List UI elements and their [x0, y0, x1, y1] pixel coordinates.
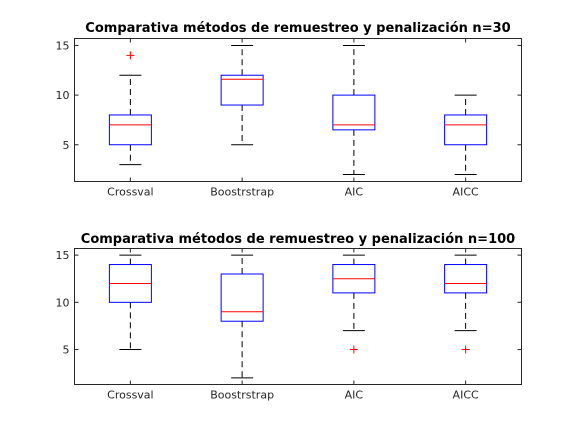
x-tick-label: AIC [345, 389, 364, 402]
y-tick-label: 15 [56, 39, 70, 52]
box-iqr [444, 114, 488, 146]
box-iqr [220, 74, 264, 106]
x-tick-label: Boostrstrap [210, 186, 274, 199]
box-iqr [332, 94, 376, 131]
x-tick-label: Boostrstrap [210, 389, 274, 402]
y-tick-label: 10 [56, 296, 70, 309]
outlier-marker [126, 51, 135, 60]
chart-title: Comparativa métodos de remuestreo y pena… [81, 232, 515, 247]
chart-panel-n100: Comparativa métodos de remuestreo y pena… [56, 232, 522, 402]
x-tick-label: AICC [453, 186, 479, 199]
y-tick-label: 5 [63, 139, 70, 152]
outlier-marker [349, 345, 358, 354]
chart-panel-n30: Comparativa métodos de remuestreo y pena… [56, 21, 522, 199]
box-iqr [444, 264, 488, 294]
x-tick-label: Crossval [107, 186, 153, 199]
plot-area: 5 10 15 Crossval Boostrstrap AIC AICC [56, 248, 522, 402]
axes-frame [74, 38, 522, 182]
plot-area: 5 10 15 Crossval Boostrstrap AIC AICC [56, 38, 522, 199]
y-tick-label: 15 [56, 249, 70, 262]
x-tick-label: AIC [345, 186, 364, 199]
axes-frame [74, 248, 522, 385]
box-iqr [220, 273, 264, 322]
chart-title: Comparativa métodos de remuestreo y pena… [85, 21, 510, 36]
x-tick-label: Crossval [107, 389, 153, 402]
box-iqr [108, 114, 152, 146]
outlier-marker [461, 345, 470, 354]
y-tick-label: 5 [63, 344, 70, 357]
y-tick-label: 10 [56, 89, 70, 102]
x-tick-label: AICC [453, 389, 479, 402]
